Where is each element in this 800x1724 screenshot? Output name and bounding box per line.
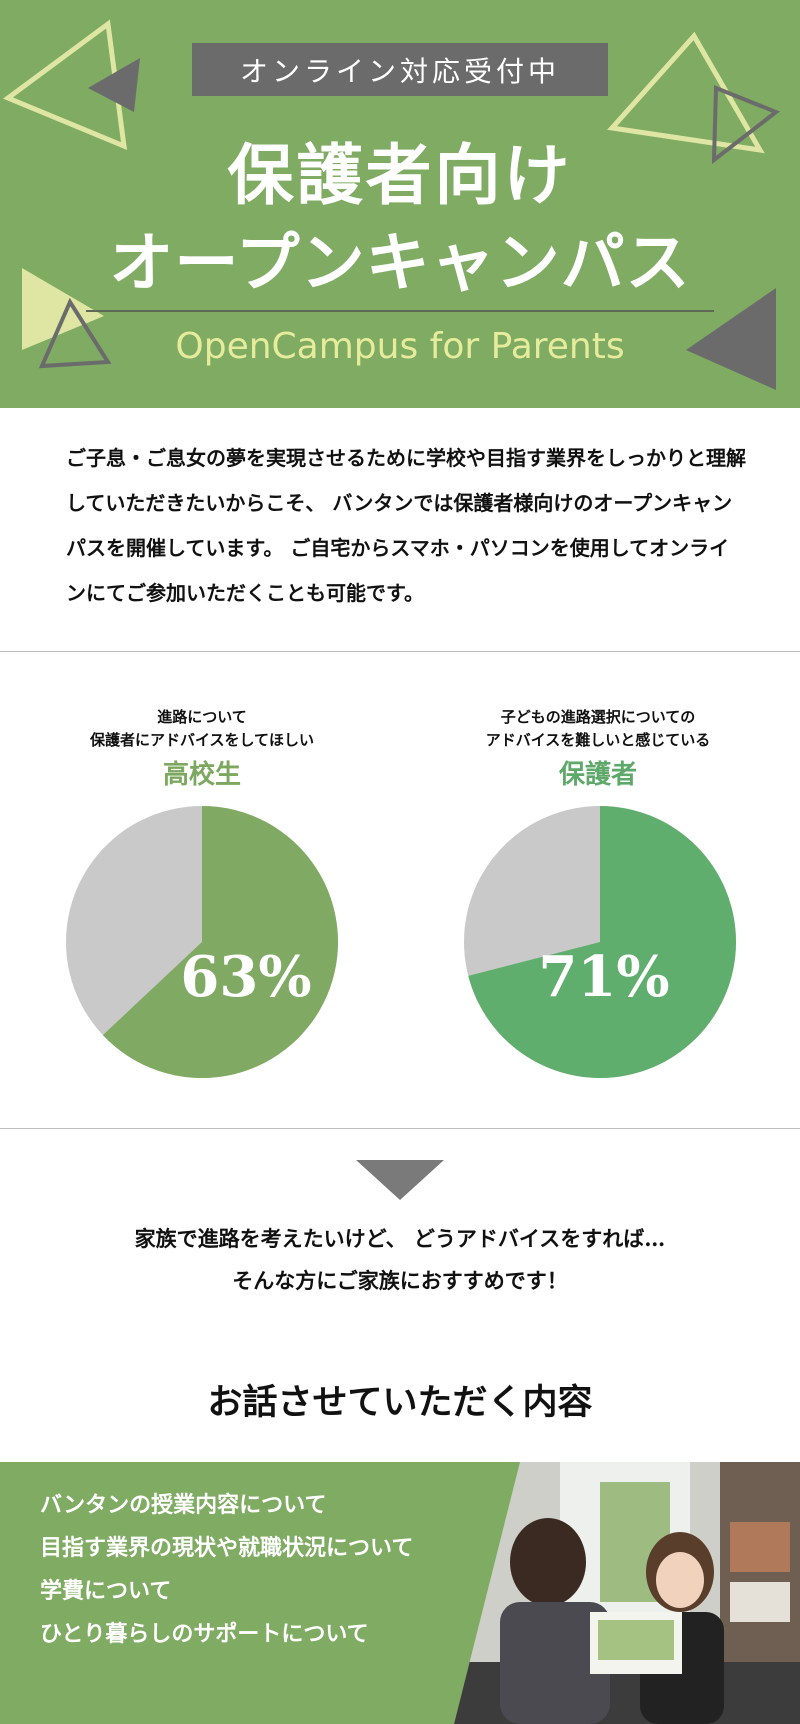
hero-divider <box>86 310 714 312</box>
cta-line2: そんな方にご家族におすすめです！ <box>232 1268 568 1293</box>
stat-students: 進路について 保護者にアドバイスをしてほしい 高校生 <box>22 706 382 791</box>
hero-title-line2: オープンキャンパス <box>109 226 691 301</box>
hero-banner: オンライン対応受付中 保護者向け オープンキャンパス OpenCampus fo… <box>0 0 800 408</box>
pie-chart-students: 63% <box>66 806 338 1078</box>
triangle-solid-bottom-right <box>686 288 776 390</box>
triangle-outline-gray-top-right <box>711 85 780 165</box>
hero-subtitle: OpenCampus for Parents <box>175 326 625 367</box>
topics-heading: お話させていただく内容 <box>207 1382 593 1423</box>
intro-paragraph: ご子息・ご息女の夢を実現させるために学校や目指す業界をしっかりと理解していただき… <box>66 446 746 605</box>
cta-line1: 家族で進路を考えたいけど、 どうアドバイスをすれば… <box>134 1226 666 1251</box>
triangle-solid-bottom-left <box>22 268 104 350</box>
triangle-outline-bottom-left <box>38 297 112 369</box>
down-arrow-icon <box>356 1160 444 1200</box>
pie-percent-label: 71% <box>538 944 669 1010</box>
triangle-solid-top-left <box>88 58 140 112</box>
stat-subject: 高校生 <box>162 760 241 790</box>
stat-caption-line1: 子どもの進路選択についての <box>500 708 696 726</box>
stat-caption-line2: アドバイスを難しいと感じている <box>485 731 711 749</box>
list-item: 目指す業界の現状や就職状況について <box>40 1535 414 1561</box>
list-item: バンタンの授業内容について <box>40 1492 327 1518</box>
online-badge: オンライン対応受付中 <box>192 43 608 96</box>
pie-chart-parents: 71% <box>464 806 736 1078</box>
section-divider <box>0 651 800 652</box>
stat-caption-line1: 進路について <box>157 708 247 726</box>
stat-subject: 保護者 <box>558 760 637 790</box>
stat-caption-line2: 保護者にアドバイスをしてほしい <box>89 731 315 749</box>
decorative-triangles <box>2 19 780 390</box>
pie-percent-label: 63% <box>180 944 311 1010</box>
pie-value-slice <box>102 806 338 1078</box>
cta-text: 家族で進路を考えたいけど、 どうアドバイスをすれば… そんな方にご家族におすすめ… <box>0 1218 800 1302</box>
hero-title-line1: 保護者向け <box>227 136 573 214</box>
list-item: ひとり暮らしのサポートについて <box>40 1621 369 1647</box>
list-item: 学費について <box>40 1578 172 1604</box>
topics-band: バンタンの授業内容について 目指す業界の現状や就職状況について 学費について ひ… <box>0 1462 800 1724</box>
consultation-photo <box>454 1462 800 1724</box>
pie-value-slice <box>468 806 736 1078</box>
section-divider <box>0 1128 800 1129</box>
stat-parents: 子どもの進路選択についての アドバイスを難しいと感じている 保護者 <box>418 706 778 791</box>
topics-list: バンタンの授業内容について 目指す業界の現状や就職状況について 学費について ひ… <box>40 1484 413 1656</box>
